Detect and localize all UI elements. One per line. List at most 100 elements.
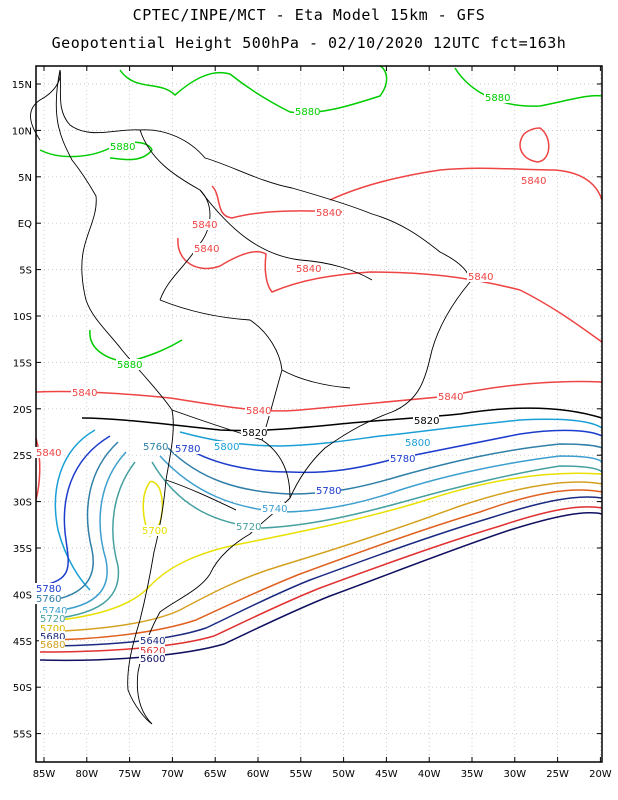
coastlines-and-borders [30, 69, 471, 725]
contour-label-bg [193, 243, 219, 254]
central-america [30, 69, 61, 141]
lat-label: 55S [13, 730, 32, 741]
contour-5620 [39, 506, 603, 653]
country-border-2 [159, 299, 351, 389]
contour-label-bg [235, 521, 261, 532]
south-america-coast [55, 69, 471, 725]
country-border-1 [139, 129, 211, 301]
contour-label: 5680 [40, 632, 65, 643]
contour-label-bg [467, 271, 493, 282]
contour-label-bg [39, 639, 65, 650]
contour-label-bg [245, 405, 271, 416]
map-title-line1: CPTEC/INPE/MCT - Eta Model 15km - GFS [132, 6, 486, 24]
contour-label: 5680 [40, 640, 65, 651]
contour-label: 5760 [143, 442, 168, 453]
contour-label-bg [141, 525, 167, 536]
contour-label-bg [35, 583, 61, 594]
contour-label-bg [139, 645, 165, 656]
contour-label-bg [437, 391, 463, 402]
lon-label: 40W [418, 769, 441, 780]
lon-label: 45W [375, 769, 398, 780]
lon-label: 55W [289, 769, 312, 780]
lon-label: 35W [461, 769, 484, 780]
lat-label: 45S [13, 637, 32, 648]
contour-labels: 5880 5880 5880 5880 5840 5840 5840 5840 5840 5840… [35, 92, 546, 665]
contour-5840-west-edge [35, 437, 41, 501]
contour-5760-east [167, 443, 603, 495]
lat-label: 5N [18, 173, 32, 184]
contour-label: 5780 [390, 454, 415, 465]
contour-5680 [39, 481, 603, 633]
contour-label: 5880 [295, 107, 320, 118]
contour-5780 [39, 435, 111, 587]
lat-label: 40S [13, 590, 32, 601]
contour-label: 5600 [140, 654, 165, 665]
contour-label-bg [213, 441, 239, 452]
contour-5840-atlantic [329, 167, 603, 201]
contour-label-bg [294, 106, 320, 117]
contour-5740-east [159, 455, 603, 513]
contour-5720-east [151, 461, 603, 529]
contour-label: 5840 [72, 388, 97, 399]
contour-5880-northeast [454, 67, 603, 107]
lon-label: 70W [161, 769, 184, 780]
contour-5600 [39, 512, 603, 662]
contour-label: 5640 [140, 636, 165, 647]
lat-label: 15N [12, 80, 32, 91]
contour-5700 [39, 472, 603, 623]
contour-label-bg [174, 443, 200, 454]
map-frame [35, 65, 603, 763]
contour-5880-bolivia [89, 329, 183, 363]
longitude-labels: 85W 80W 75W 70W 65W 60W 55W 50W 45W 40W 35W 30W 25W 2… [33, 769, 612, 780]
contour-label: 5840 [521, 176, 546, 187]
contour-label: 5780 [175, 444, 200, 455]
contour-label: 5740 [262, 504, 287, 515]
lon-label: 75W [118, 769, 141, 780]
lon-label: 30W [503, 769, 526, 780]
axis-ticks [36, 66, 602, 762]
contour-label-bg [35, 447, 61, 458]
contour-label: 5720 [236, 522, 261, 533]
contour-5800-east [179, 418, 603, 447]
contour-label: 5840 [192, 220, 217, 231]
contour-label: 5820 [242, 428, 267, 439]
contour-label-bg [39, 613, 65, 624]
contour-5840-cell-east [519, 127, 550, 163]
lon-label: 20W [589, 769, 612, 780]
contour-label: 5880 [485, 93, 510, 104]
lon-label: 60W [247, 769, 270, 780]
country-border-5 [165, 479, 237, 511]
latitude-labels: 15N 10N 5N EQ 5S 10S 15S 20S 25S 30S 35S 40S 45S 50S 5… [12, 80, 32, 741]
lon-label: 65W [204, 769, 227, 780]
contour-label-bg [315, 485, 341, 496]
lat-label: 30S [13, 498, 32, 509]
contour-label-bg [109, 141, 135, 152]
contour-label-bg [142, 441, 168, 452]
contour-label-bg [315, 207, 341, 218]
lat-label: 10N [12, 126, 32, 137]
contour-label-bg [116, 359, 142, 370]
contour-5720 [39, 461, 136, 621]
lon-label: 85W [33, 769, 56, 780]
contour-5880-north [119, 65, 388, 114]
contour-label: 5840 [36, 448, 61, 459]
contour-5760 [39, 441, 119, 603]
contour-label: 5720 [40, 614, 65, 625]
grid-lines [36, 66, 602, 762]
contour-label: 5780 [36, 584, 61, 595]
contour-label-bg [71, 387, 97, 398]
contour-label: 5840 [246, 406, 271, 417]
country-border-4 [171, 409, 291, 499]
contour-5660 [39, 489, 603, 641]
contour-label: 5840 [468, 272, 493, 283]
lon-label: 25W [546, 769, 569, 780]
contour-label: 5840 [194, 244, 219, 255]
lat-label: 25S [13, 451, 32, 462]
contour-label-bg [39, 631, 65, 642]
contour-label: 5780 [316, 486, 341, 497]
contour-label: 5740 [42, 606, 67, 617]
contour-label-bg [41, 605, 67, 616]
contour-label-bg [413, 415, 439, 426]
lat-label: 20S [13, 405, 32, 416]
contour-label-bg [39, 623, 65, 634]
